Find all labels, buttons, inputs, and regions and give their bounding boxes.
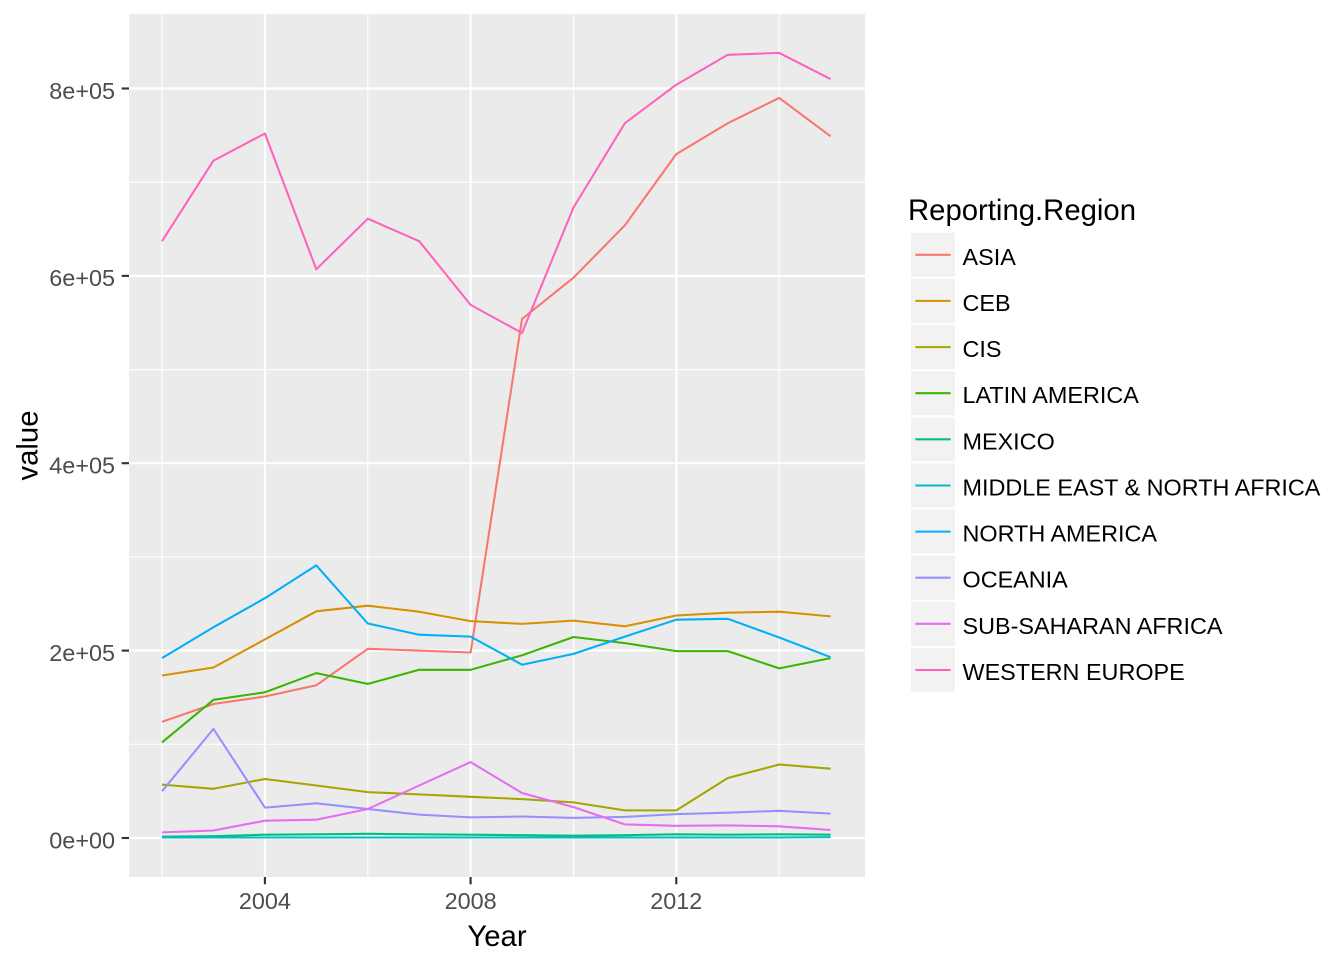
svg-text:LATIN AMERICA: LATIN AMERICA: [963, 382, 1140, 408]
svg-text:6e+05: 6e+05: [49, 265, 115, 291]
svg-text:4e+05: 4e+05: [49, 453, 115, 479]
svg-text:2012: 2012: [650, 888, 702, 914]
svg-text:OCEANIA: OCEANIA: [963, 567, 1069, 593]
svg-text:NORTH AMERICA: NORTH AMERICA: [963, 521, 1158, 547]
svg-text:2e+05: 2e+05: [49, 640, 115, 666]
svg-text:MIDDLE EAST & NORTH AFRICA: MIDDLE EAST & NORTH AFRICA: [963, 475, 1321, 501]
svg-text:CEB: CEB: [963, 290, 1011, 316]
svg-text:2008: 2008: [445, 888, 497, 914]
svg-text:value: value: [12, 410, 45, 480]
svg-text:8e+05: 8e+05: [49, 78, 115, 104]
svg-text:Year: Year: [467, 920, 526, 953]
svg-text:SUB-SAHARAN AFRICA: SUB-SAHARAN AFRICA: [963, 613, 1223, 639]
svg-text:WESTERN EUROPE: WESTERN EUROPE: [963, 659, 1185, 685]
svg-text:2004: 2004: [239, 888, 291, 914]
svg-text:MEXICO: MEXICO: [963, 428, 1055, 454]
svg-text:Reporting.Region: Reporting.Region: [908, 194, 1136, 227]
svg-text:CIS: CIS: [963, 336, 1002, 362]
svg-text:ASIA: ASIA: [963, 244, 1017, 270]
svg-text:0e+00: 0e+00: [49, 827, 115, 853]
